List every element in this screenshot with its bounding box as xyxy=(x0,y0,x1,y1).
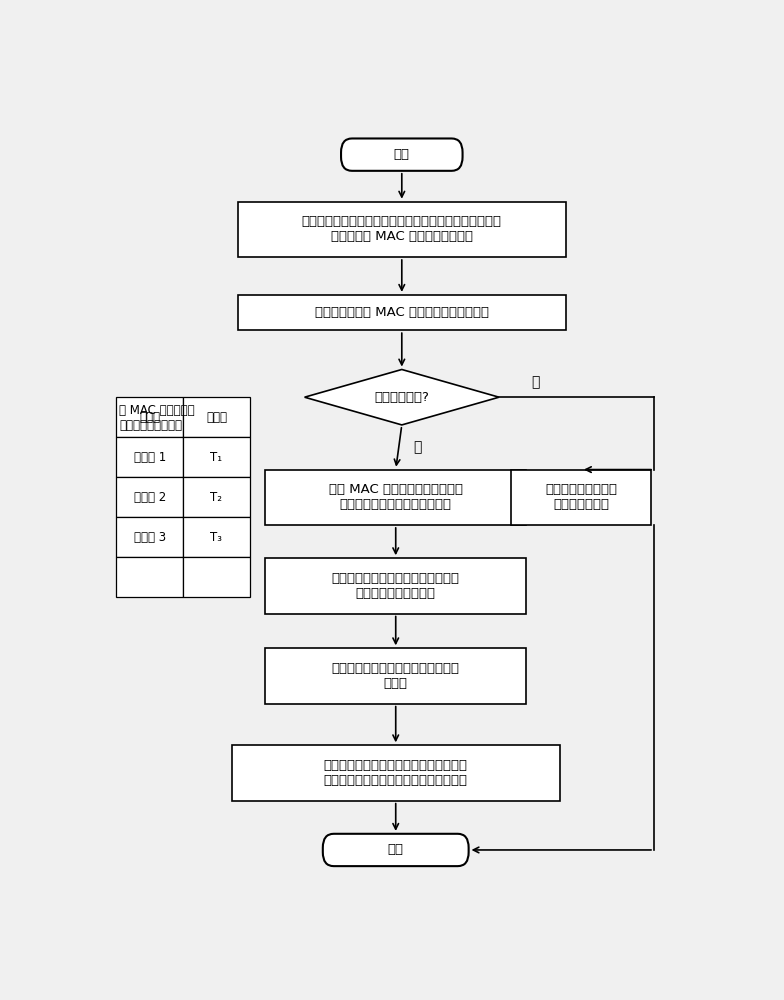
Text: 轨迹预测分析服务器接收到接入点发送的移动终端相关的
信息（包括 MAC 地址，时间戳等）: 轨迹预测分析服务器接收到接入点发送的移动终端相关的 信息（包括 MAC 地址，时… xyxy=(302,215,502,243)
Text: 接入点: 接入点 xyxy=(139,411,160,424)
Bar xyxy=(116,477,183,517)
Text: 将移动终端终端的当前接入点以及可能的
下一个或多个接入点发送给接入点信息调: 将移动终端终端的当前接入点以及可能的 下一个或多个接入点发送给接入点信息调 xyxy=(324,759,468,787)
Bar xyxy=(183,397,250,437)
Bar xyxy=(183,517,250,557)
Text: 找出移动终端运动方向上一个或多个
接入点: 找出移动终端运动方向上一个或多个 接入点 xyxy=(332,662,459,690)
Text: 从数据库中查找 MAC 对应的历史接入点数据: 从数据库中查找 MAC 对应的历史接入点数据 xyxy=(315,306,488,319)
Text: T₂: T₂ xyxy=(210,491,223,504)
Text: 接入点 3: 接入点 3 xyxy=(133,531,165,544)
Text: 查找是否命中?: 查找是否命中? xyxy=(375,391,429,404)
Bar xyxy=(265,558,526,614)
Text: T₁: T₁ xyxy=(210,451,223,464)
Bar xyxy=(183,557,250,597)
Text: 否: 否 xyxy=(532,375,539,389)
Bar xyxy=(183,437,250,477)
FancyBboxPatch shape xyxy=(341,138,463,171)
Bar xyxy=(511,470,651,525)
Bar xyxy=(265,648,526,704)
Text: 根据移动终端所经历接入点的位置估
计移动终端运行的方向: 根据移动终端所经历接入点的位置估 计移动终端运行的方向 xyxy=(332,572,459,600)
Polygon shape xyxy=(304,369,499,425)
Text: 新建移动终端的接入
点和时间戳列表: 新建移动终端的接入 点和时间戳列表 xyxy=(545,483,617,511)
Bar xyxy=(116,397,183,437)
FancyBboxPatch shape xyxy=(323,834,469,866)
Text: 将某 MAC 对应的接入点和时间戳
信息加入位置列表，如左图所示: 将某 MAC 对应的接入点和时间戳 信息加入位置列表，如左图所示 xyxy=(328,483,463,511)
Text: 开始: 开始 xyxy=(394,148,410,161)
Text: 是: 是 xyxy=(413,440,421,454)
Bar xyxy=(183,477,250,517)
Bar xyxy=(116,517,183,557)
Bar xyxy=(232,745,560,801)
Text: 时间戳: 时间戳 xyxy=(206,411,227,424)
Text: 接入点 1: 接入点 1 xyxy=(133,451,165,464)
Text: 某 MAC 对应移动终
端的接入点和时间戳: 某 MAC 对应移动终 端的接入点和时间戳 xyxy=(119,404,195,432)
Text: 结束: 结束 xyxy=(388,843,404,856)
Bar xyxy=(238,202,566,257)
Bar xyxy=(238,295,566,330)
Bar xyxy=(116,557,183,597)
Bar xyxy=(116,437,183,477)
Text: T₃: T₃ xyxy=(210,531,223,544)
Bar xyxy=(265,470,526,525)
Text: 接入点 2: 接入点 2 xyxy=(133,491,165,504)
